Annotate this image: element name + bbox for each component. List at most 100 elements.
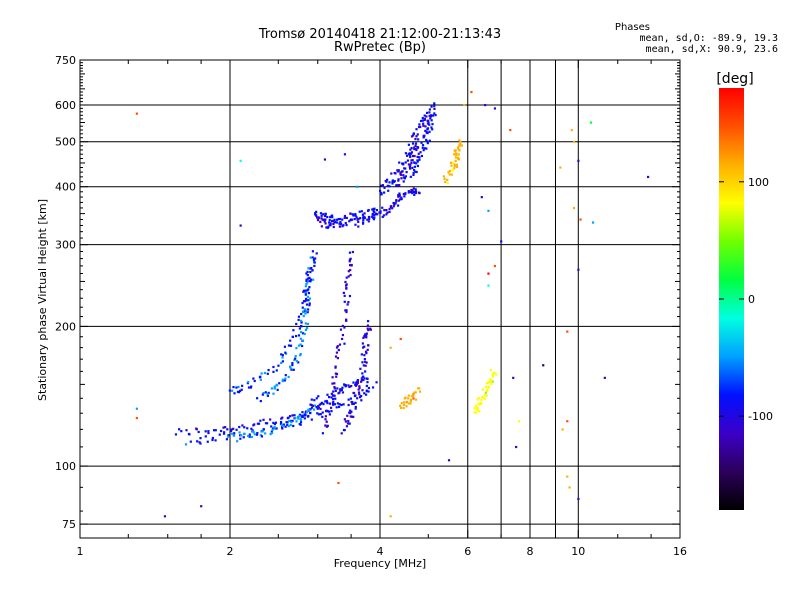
data-point — [393, 203, 396, 206]
data-point — [343, 428, 346, 432]
data-point — [360, 210, 363, 213]
data-point — [411, 166, 414, 169]
data-point — [343, 342, 346, 345]
data-point — [266, 372, 269, 375]
data-point — [312, 278, 315, 281]
data-point — [231, 432, 234, 435]
data-point — [491, 375, 495, 378]
data-point — [347, 398, 350, 401]
data-point — [428, 108, 432, 111]
data-point — [206, 440, 209, 443]
data-point — [411, 154, 415, 158]
data-point — [286, 421, 289, 424]
data-point — [338, 343, 342, 346]
data-point — [328, 221, 331, 224]
data-point — [275, 369, 278, 372]
data-point — [275, 427, 278, 430]
data-point — [365, 361, 368, 364]
data-point — [344, 280, 347, 284]
data-point — [311, 404, 315, 407]
data-point — [348, 220, 351, 223]
data-point — [426, 140, 429, 143]
data-point — [354, 401, 357, 404]
data-point — [400, 196, 403, 199]
data-point — [402, 401, 406, 404]
data-point — [371, 208, 374, 211]
data-point — [484, 103, 487, 107]
data-point — [454, 156, 458, 159]
data-point — [358, 386, 361, 389]
data-point — [400, 402, 403, 405]
data-point — [317, 413, 321, 416]
data-point — [512, 376, 515, 379]
data-point — [482, 397, 486, 400]
data-point — [300, 312, 303, 316]
data-point — [294, 357, 297, 360]
data-point — [371, 386, 375, 389]
data-point — [307, 308, 310, 311]
data-point — [415, 135, 418, 138]
data-point — [332, 403, 335, 406]
data-point — [272, 392, 275, 395]
data-point — [309, 256, 312, 259]
data-point — [500, 240, 503, 243]
data-point — [345, 283, 348, 286]
data-point — [391, 180, 394, 183]
data-point — [253, 423, 256, 426]
data-point — [409, 190, 412, 194]
data-point — [345, 286, 348, 290]
data-point — [448, 169, 451, 173]
data-point — [395, 184, 398, 187]
data-point — [566, 475, 569, 478]
data-point — [430, 119, 433, 122]
data-point — [414, 144, 417, 147]
data-point — [319, 413, 322, 416]
data-point — [463, 103, 466, 107]
data-point — [420, 154, 424, 158]
data-point — [299, 417, 302, 420]
data-point — [367, 220, 370, 223]
chart-title-line2: RwPretec (Bp) — [333, 40, 427, 55]
data-point — [324, 415, 327, 418]
data-point — [281, 427, 284, 430]
data-point — [489, 368, 493, 372]
data-point — [396, 204, 400, 207]
data-point — [328, 219, 331, 222]
data-point — [402, 406, 405, 410]
data-point — [484, 391, 487, 394]
data-point — [321, 415, 324, 418]
data-point — [272, 365, 275, 369]
data-point — [272, 370, 275, 373]
data-point — [418, 123, 421, 126]
data-point — [397, 179, 400, 182]
data-point — [425, 138, 428, 142]
data-point — [246, 427, 249, 430]
data-point — [355, 383, 358, 386]
data-point — [434, 114, 437, 117]
data-point — [308, 304, 311, 307]
data-point — [335, 346, 339, 349]
data-point — [252, 431, 255, 434]
data-point — [345, 223, 348, 227]
data-point — [316, 219, 320, 222]
data-point — [335, 218, 339, 221]
data-point — [363, 354, 366, 357]
data-point — [388, 185, 391, 188]
data-point — [207, 431, 210, 435]
data-point — [366, 377, 369, 380]
data-point — [199, 442, 202, 445]
data-point — [301, 306, 304, 309]
data-point — [407, 143, 411, 146]
data-point — [413, 391, 416, 394]
data-point — [361, 213, 364, 216]
data-point — [252, 377, 255, 380]
data-point — [400, 177, 403, 180]
data-point — [330, 396, 333, 399]
data-point — [362, 215, 365, 218]
data-point — [509, 128, 512, 132]
data-point — [305, 309, 308, 313]
data-point — [198, 441, 201, 444]
data-point — [284, 377, 287, 380]
data-point — [306, 295, 309, 298]
data-point — [303, 332, 306, 336]
